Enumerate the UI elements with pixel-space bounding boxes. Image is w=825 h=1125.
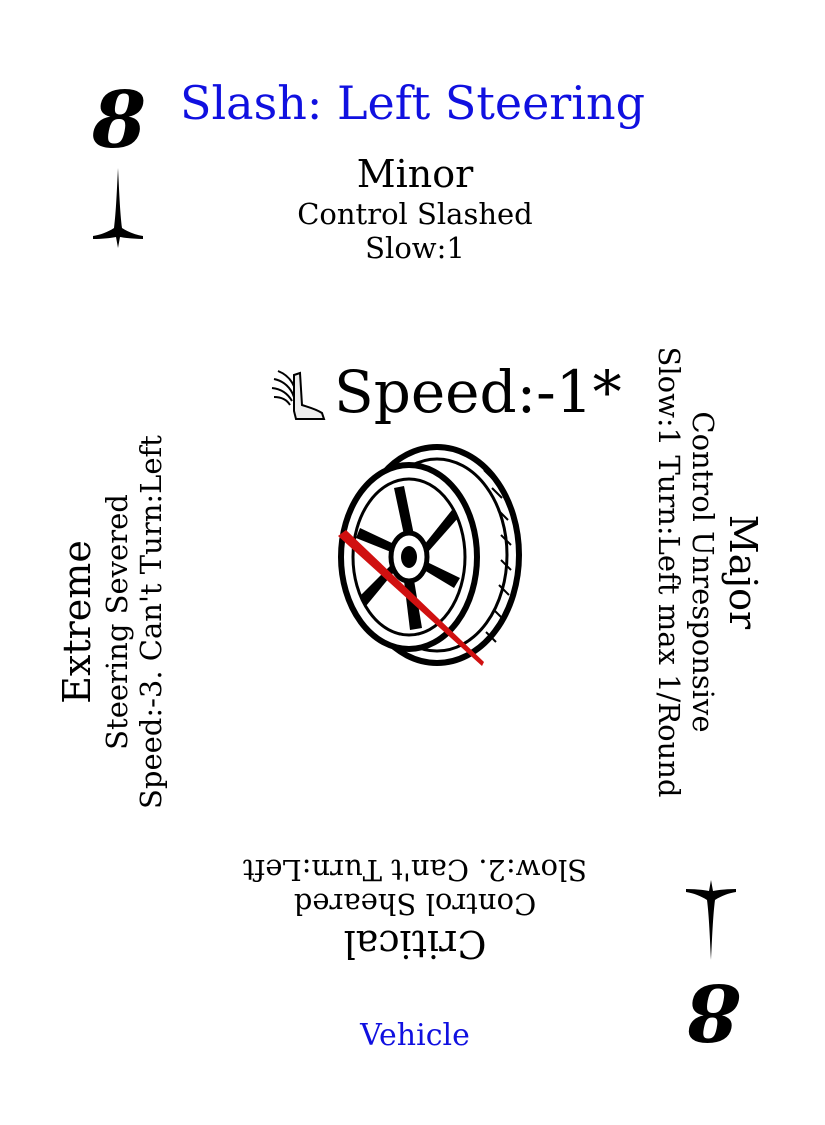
card-title: Slash: Left Steering (179, 76, 646, 130)
critical-heading: Critical (343, 922, 487, 966)
major-line2: Slow:1 Turn:Left max 1/Round (651, 346, 686, 798)
card-category: Vehicle (360, 1018, 470, 1053)
major-heading: Major (721, 514, 765, 630)
critical-line2: Slow:2. Can't Turn:Left (242, 852, 588, 887)
minor-line2: Slow:1 (365, 231, 465, 266)
critical-section: Critical Control Sheared Slow:2. Can't T… (65, 846, 765, 966)
major-section: Major Control Unresponsive Slow:1 Turn:L… (635, 222, 765, 922)
critical-line1: Control Sheared (293, 887, 537, 922)
spike-suit-icon (92, 168, 144, 250)
minor-line1: Control Slashed (297, 196, 533, 231)
speed-row: Speed:-1* (270, 352, 622, 432)
major-line1: Control Unresponsive (686, 411, 721, 733)
rank-top-left: 8 (92, 75, 147, 166)
spike-suit-icon-bottom (685, 878, 737, 960)
speed-label: Speed:-1* (334, 358, 622, 426)
minor-heading: Minor (356, 152, 474, 196)
slashed-wheel-icon (334, 440, 524, 670)
minor-section: Minor Control Slashed Slow:1 (115, 152, 715, 265)
winged-boot-icon (270, 361, 328, 423)
